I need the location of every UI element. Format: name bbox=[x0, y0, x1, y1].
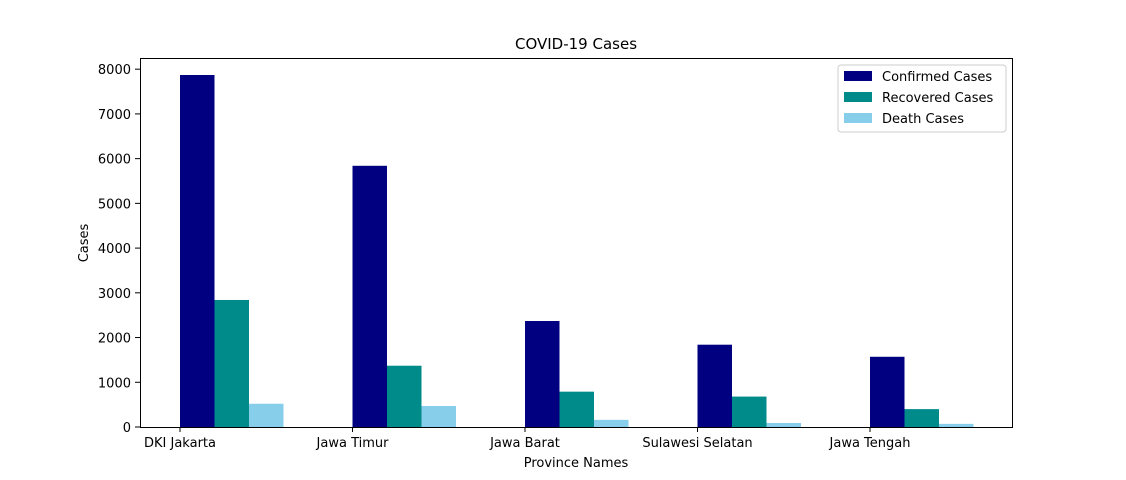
x-tick-label: DKI Jakarta bbox=[144, 436, 216, 451]
y-tick-label: 4000 bbox=[98, 242, 131, 257]
bar-confirmed-2 bbox=[525, 320, 560, 427]
x-tick-label: Jawa Tengah bbox=[829, 436, 911, 451]
y-tick-label: 8000 bbox=[98, 63, 131, 78]
legend-label: Recovered Cases bbox=[882, 91, 993, 106]
bars-group bbox=[180, 74, 974, 427]
chart-title: COVID-19 Cases bbox=[515, 35, 637, 53]
bar-recovered-1 bbox=[387, 365, 422, 427]
y-axis-label: Cases bbox=[77, 223, 92, 262]
bar-death-1 bbox=[421, 405, 456, 427]
x-tick-label: Jawa Barat bbox=[489, 436, 560, 451]
y-tick-label: 0 bbox=[123, 421, 131, 436]
y-tick-label: 5000 bbox=[98, 197, 131, 212]
y-tick-label: 3000 bbox=[98, 287, 131, 302]
bar-recovered-0 bbox=[214, 299, 249, 427]
legend-swatch bbox=[844, 92, 872, 102]
bar-recovered-4 bbox=[904, 409, 939, 427]
legend-label: Death Cases bbox=[882, 112, 964, 127]
bar-confirmed-1 bbox=[352, 165, 387, 427]
legend: Confirmed Cases Recovered Cases Death Case… bbox=[837, 64, 1007, 133]
y-tick-label: 2000 bbox=[98, 332, 131, 347]
y-tick-label: 6000 bbox=[98, 153, 131, 168]
bar-death-2 bbox=[594, 419, 629, 427]
x-tick-label: Jawa Timur bbox=[316, 436, 390, 451]
y-tick-label: 1000 bbox=[98, 376, 131, 391]
bar-confirmed-4 bbox=[870, 356, 905, 427]
y-axis: 0 1000 2000 3000 4000 5000 6000 7000 8000 bbox=[98, 63, 140, 436]
bar-confirmed-0 bbox=[180, 74, 215, 427]
x-axis-label: Province Names bbox=[524, 456, 629, 471]
legend-swatch bbox=[844, 71, 872, 81]
legend-swatch bbox=[844, 113, 872, 123]
x-tick-label: Sulawesi Selatan bbox=[642, 436, 752, 451]
bar-death-3 bbox=[766, 422, 801, 427]
bar-confirmed-3 bbox=[697, 344, 732, 427]
plot-frame bbox=[140, 58, 1013, 428]
bar-death-0 bbox=[249, 403, 284, 427]
x-axis: DKI Jakarta Jawa Timur Jawa Barat Sulawesi … bbox=[144, 427, 910, 451]
bar-death-4 bbox=[939, 423, 974, 427]
legend-frame bbox=[837, 64, 1007, 133]
bar-recovered-3 bbox=[732, 396, 767, 427]
bar-recovered-2 bbox=[559, 391, 594, 427]
legend-label: Confirmed Cases bbox=[882, 70, 992, 85]
y-tick-label: 7000 bbox=[98, 108, 131, 123]
